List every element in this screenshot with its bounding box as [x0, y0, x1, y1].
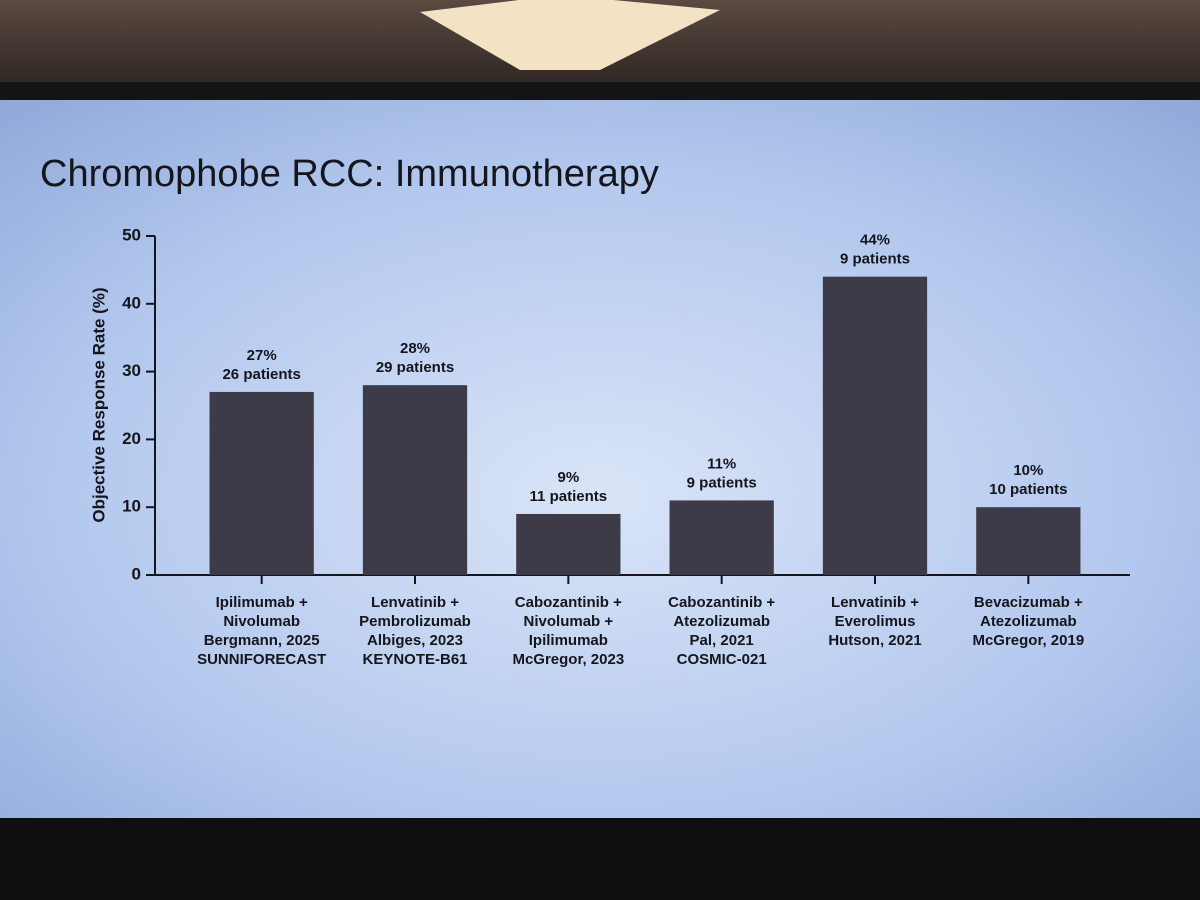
bar [976, 507, 1081, 575]
x-tick-label: Atezolizumab [673, 613, 770, 630]
value-label: 44% [860, 232, 890, 249]
y-axis-label: Objective Response Rate (%) [89, 287, 108, 522]
y-tick-label: 40 [122, 293, 141, 312]
patient-count: 9 patients [840, 251, 910, 268]
patient-count: 26 patients [222, 366, 300, 383]
value-label: 11% [707, 455, 736, 472]
y-tick-label: 10 [122, 497, 141, 516]
ceiling-light [420, 0, 720, 70]
x-tick-label: Bevacizumab + [974, 594, 1083, 611]
x-tick-label: Lenvatinib + [371, 594, 459, 611]
patient-count: 9 patients [687, 474, 757, 491]
x-tick-label: Pembrolizumab [359, 613, 471, 630]
chart-title: Chromophobe RCC: Immunotherapy [40, 153, 659, 195]
patient-count: 10 patients [989, 481, 1067, 498]
patient-count: 11 patients [530, 488, 608, 505]
x-tick-label: Lenvatinib + [831, 594, 919, 611]
y-tick-label: 20 [122, 429, 141, 448]
x-tick-label: Cabozantinib + [668, 594, 775, 611]
x-tick-label: SUNNIFORECAST [197, 651, 326, 668]
value-label: 10% [1013, 462, 1043, 479]
screen-frame-top [0, 82, 1200, 102]
bar [822, 276, 928, 575]
x-tick-label: McGregor, 2019 [972, 632, 1084, 649]
x-tick-label: Pal, 2021 [690, 632, 754, 649]
x-tick-label: Cabozantinib + [515, 594, 622, 611]
bar [516, 513, 621, 575]
bar [209, 391, 314, 575]
x-tick-label: Hutson, 2021 [828, 632, 921, 649]
x-tick-label: Everolimus [835, 613, 916, 630]
x-tick-label: McGregor, 2023 [512, 651, 624, 668]
value-label: 28% [400, 340, 430, 357]
x-tick-label: Nivolumab + [524, 613, 614, 630]
bar [669, 500, 774, 575]
x-tick-label: Bergmann, 2025 [204, 632, 320, 649]
x-tick-label: KEYNOTE-B61 [362, 651, 467, 668]
x-tick-label: Ipilimumab [529, 632, 608, 649]
y-tick-label: 50 [122, 225, 141, 244]
y-tick-label: 30 [122, 361, 141, 380]
screen-frame-bottom [0, 818, 1200, 900]
y-tick-label: 0 [132, 564, 141, 583]
value-label: 27% [247, 347, 277, 364]
x-tick-label: Albiges, 2023 [367, 632, 463, 649]
x-tick-label: Atezolizumab [980, 613, 1077, 630]
x-tick-label: Ipilimumab + [216, 594, 308, 611]
bar [362, 385, 468, 575]
patient-count: 29 patients [376, 359, 454, 376]
x-tick-label: COSMIC-021 [677, 651, 767, 668]
value-label: 9% [557, 469, 579, 486]
screen [0, 100, 1200, 820]
x-tick-label: Nivolumab [223, 613, 300, 630]
